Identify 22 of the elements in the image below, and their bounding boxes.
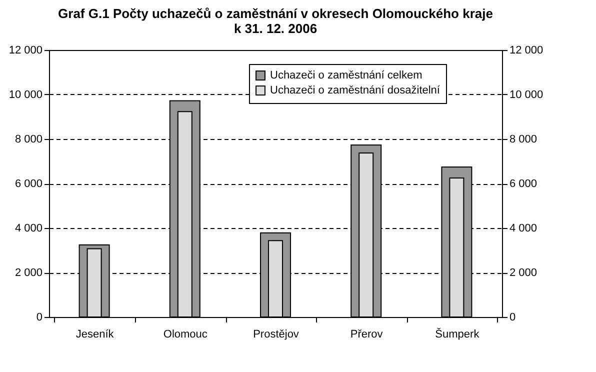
y-tick-label: 0 <box>36 312 42 324</box>
y2-tick-label: 10 000 <box>510 89 544 101</box>
x-tick-label: Jeseník <box>76 328 114 340</box>
x-tick-label: Olomouc <box>163 328 208 340</box>
y-tick-label: 2 000 <box>14 267 42 279</box>
y2-tick-label: 8 000 <box>510 134 538 146</box>
x-tick-label: Prostějov <box>253 328 300 340</box>
y2-tick-label: 2 000 <box>510 267 538 279</box>
y-tick-label: 6 000 <box>14 178 42 190</box>
y2-tick-label: 4 000 <box>510 222 538 234</box>
y2-tick-label: 0 <box>510 312 516 324</box>
x-tick-label: Šumperk <box>435 328 480 340</box>
x-tick-label: Přerov <box>350 328 384 340</box>
y2-tick-label: 6 000 <box>510 178 538 190</box>
legend-label: Uchazeči o zaměstnání celkem <box>270 70 422 82</box>
y-tick-label: 10 000 <box>8 89 42 101</box>
y-tick-label: 4 000 <box>14 222 42 234</box>
chart-title: Graf G.1 Počty uchazečů o zaměstnání v okresech Olomouckého kraje k 31. 12. 2006 <box>58 6 493 36</box>
legend-label: Uchazeči o zaměstnání dosažitelní <box>270 84 441 96</box>
y2-tick-label: 12 000 <box>510 44 544 56</box>
y-tick-label: 8 000 <box>14 134 42 146</box>
y-tick-label: 12 000 <box>8 44 42 56</box>
